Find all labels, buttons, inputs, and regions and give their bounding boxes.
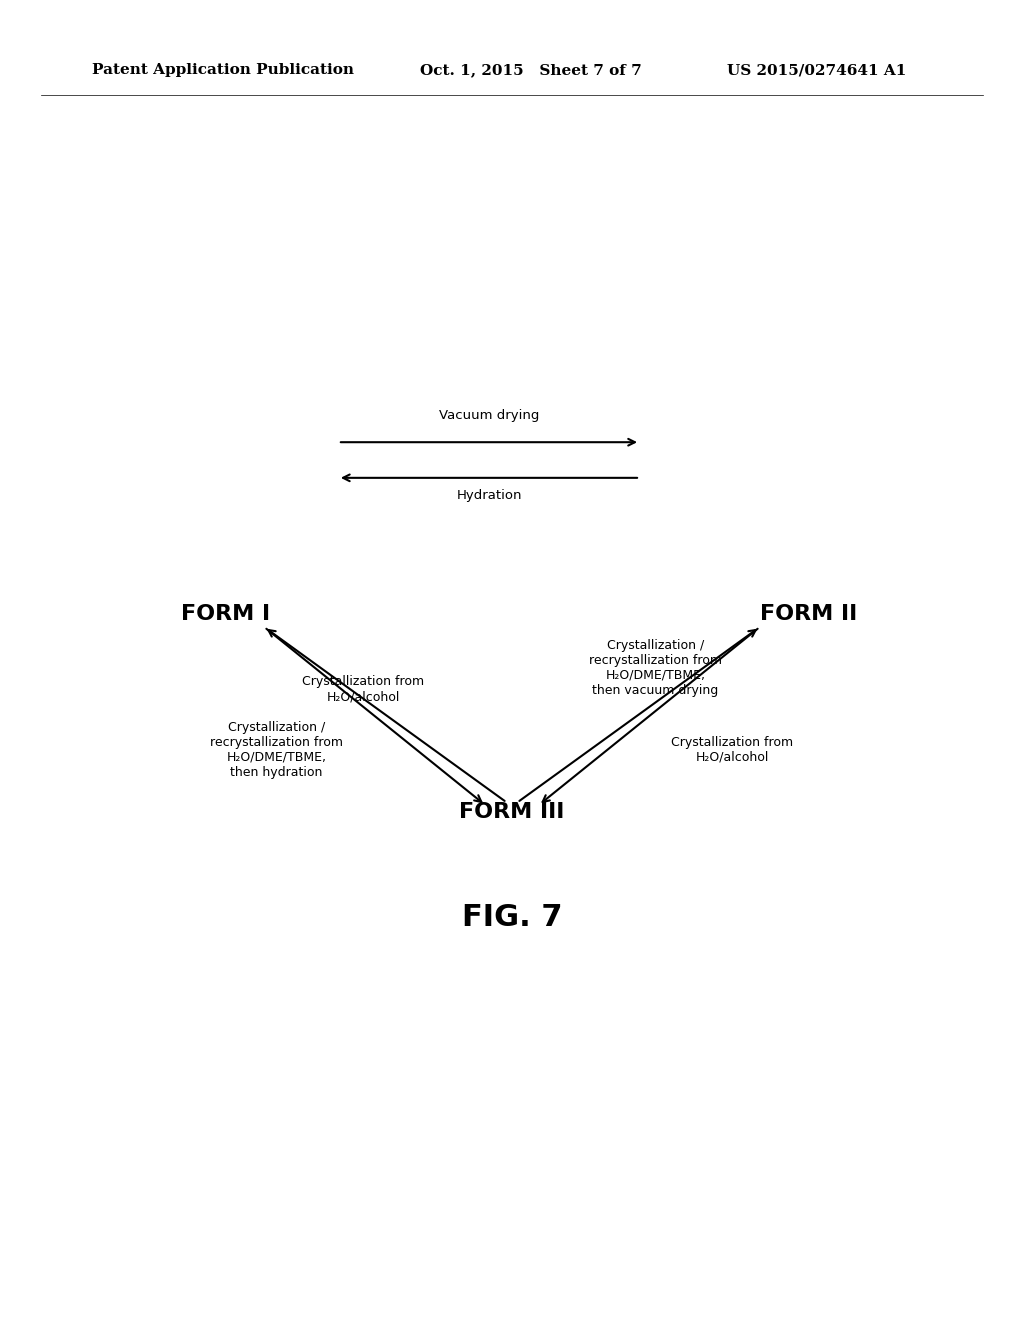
Text: Crystallization from
H₂O/alcohol: Crystallization from H₂O/alcohol <box>671 735 794 764</box>
Text: FORM I: FORM I <box>180 603 270 624</box>
Text: FORM II: FORM II <box>761 603 857 624</box>
Text: Vacuum drying: Vacuum drying <box>439 409 540 422</box>
Text: Crystallization /
recrystallization from
H₂O/DME/TBME,
then vacuum drying: Crystallization / recrystallization from… <box>589 639 722 697</box>
Text: FIG. 7: FIG. 7 <box>462 903 562 932</box>
Text: Crystallization from
H₂O/alcohol: Crystallization from H₂O/alcohol <box>302 675 425 704</box>
Text: Crystallization /
recrystallization from
H₂O/DME/TBME,
then hydration: Crystallization / recrystallization from… <box>210 721 343 779</box>
Text: Patent Application Publication: Patent Application Publication <box>92 63 354 77</box>
Text: FORM III: FORM III <box>460 801 564 822</box>
Text: Hydration: Hydration <box>457 488 522 502</box>
Text: US 2015/0274641 A1: US 2015/0274641 A1 <box>727 63 906 77</box>
Text: Oct. 1, 2015   Sheet 7 of 7: Oct. 1, 2015 Sheet 7 of 7 <box>420 63 642 77</box>
